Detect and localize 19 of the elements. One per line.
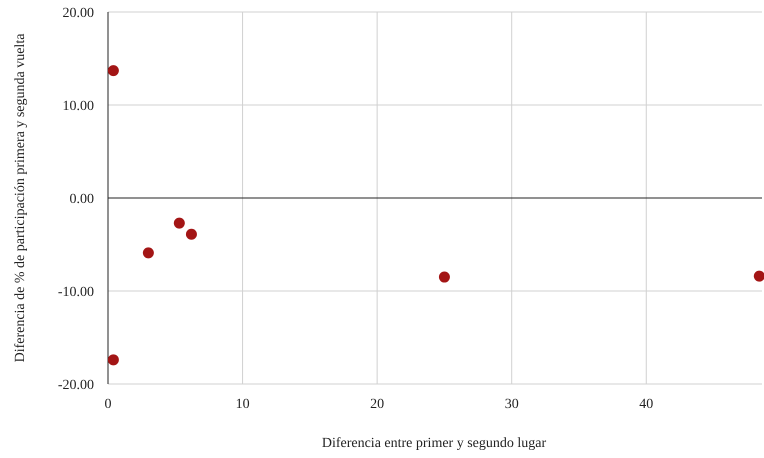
x-tick-label: 30	[504, 397, 519, 412]
y-tick-label: 0.00	[70, 192, 94, 207]
y-tick-label: -20.00	[58, 378, 94, 393]
point	[754, 270, 764, 282]
point	[108, 65, 119, 76]
x-tick-label: 20	[370, 397, 384, 412]
x-tick-label: 40	[639, 397, 654, 412]
x-tick-label: 10	[236, 397, 250, 412]
x-axis-title: Diferencia entre primer y segundo lugar	[322, 436, 546, 451]
y-tick-label: 20.00	[62, 6, 94, 21]
point	[438, 272, 450, 283]
point	[108, 354, 119, 366]
point	[142, 247, 154, 258]
point	[186, 228, 197, 240]
y-axis-title: Diferencia de % de participación primera y segunda vuelta	[13, 32, 28, 362]
point	[174, 218, 185, 229]
x-tick-label: 0	[104, 397, 112, 412]
y-tick-label: 10.00	[62, 99, 94, 114]
y-tick-label: -10.00	[58, 285, 94, 300]
